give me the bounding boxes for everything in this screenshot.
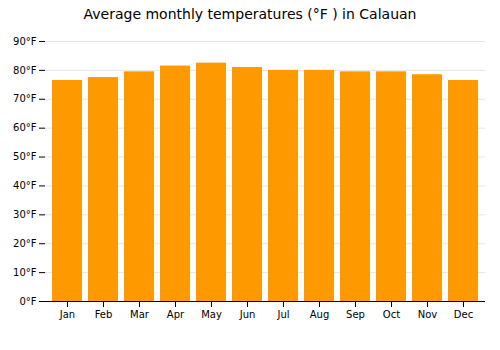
svg-text:10°F: 10°F — [13, 267, 37, 278]
svg-text:Mar: Mar — [130, 309, 150, 320]
svg-text:80°F: 80°F — [13, 65, 37, 76]
svg-text:Dec: Dec — [454, 309, 473, 320]
svg-text:90°F: 90°F — [13, 36, 37, 47]
svg-text:Sep: Sep — [346, 309, 365, 320]
svg-text:50°F: 50°F — [13, 151, 37, 162]
svg-text:Apr: Apr — [167, 309, 185, 320]
svg-text:Jan: Jan — [59, 309, 75, 320]
svg-text:30°F: 30°F — [13, 209, 37, 220]
svg-text:Nov: Nov — [418, 309, 438, 320]
svg-text:20°F: 20°F — [13, 238, 37, 249]
svg-text:0°F: 0°F — [19, 296, 36, 307]
svg-text:Jul: Jul — [276, 309, 289, 320]
html-text:Average monthly temperatures (: Average monthly temperatures (°F ) in Ca… — [83, 6, 417, 22]
svg-text:40°F: 40°F — [13, 180, 37, 191]
svg-text:Aug: Aug — [310, 309, 330, 320]
svg-text:70°F: 70°F — [13, 93, 37, 104]
svg-text:60°F: 60°F — [13, 122, 37, 133]
svg-text:May: May — [201, 309, 222, 320]
svg-text:Oct: Oct — [383, 309, 400, 320]
svg-text:Jun: Jun — [239, 309, 256, 320]
svg-text:Feb: Feb — [95, 309, 113, 320]
